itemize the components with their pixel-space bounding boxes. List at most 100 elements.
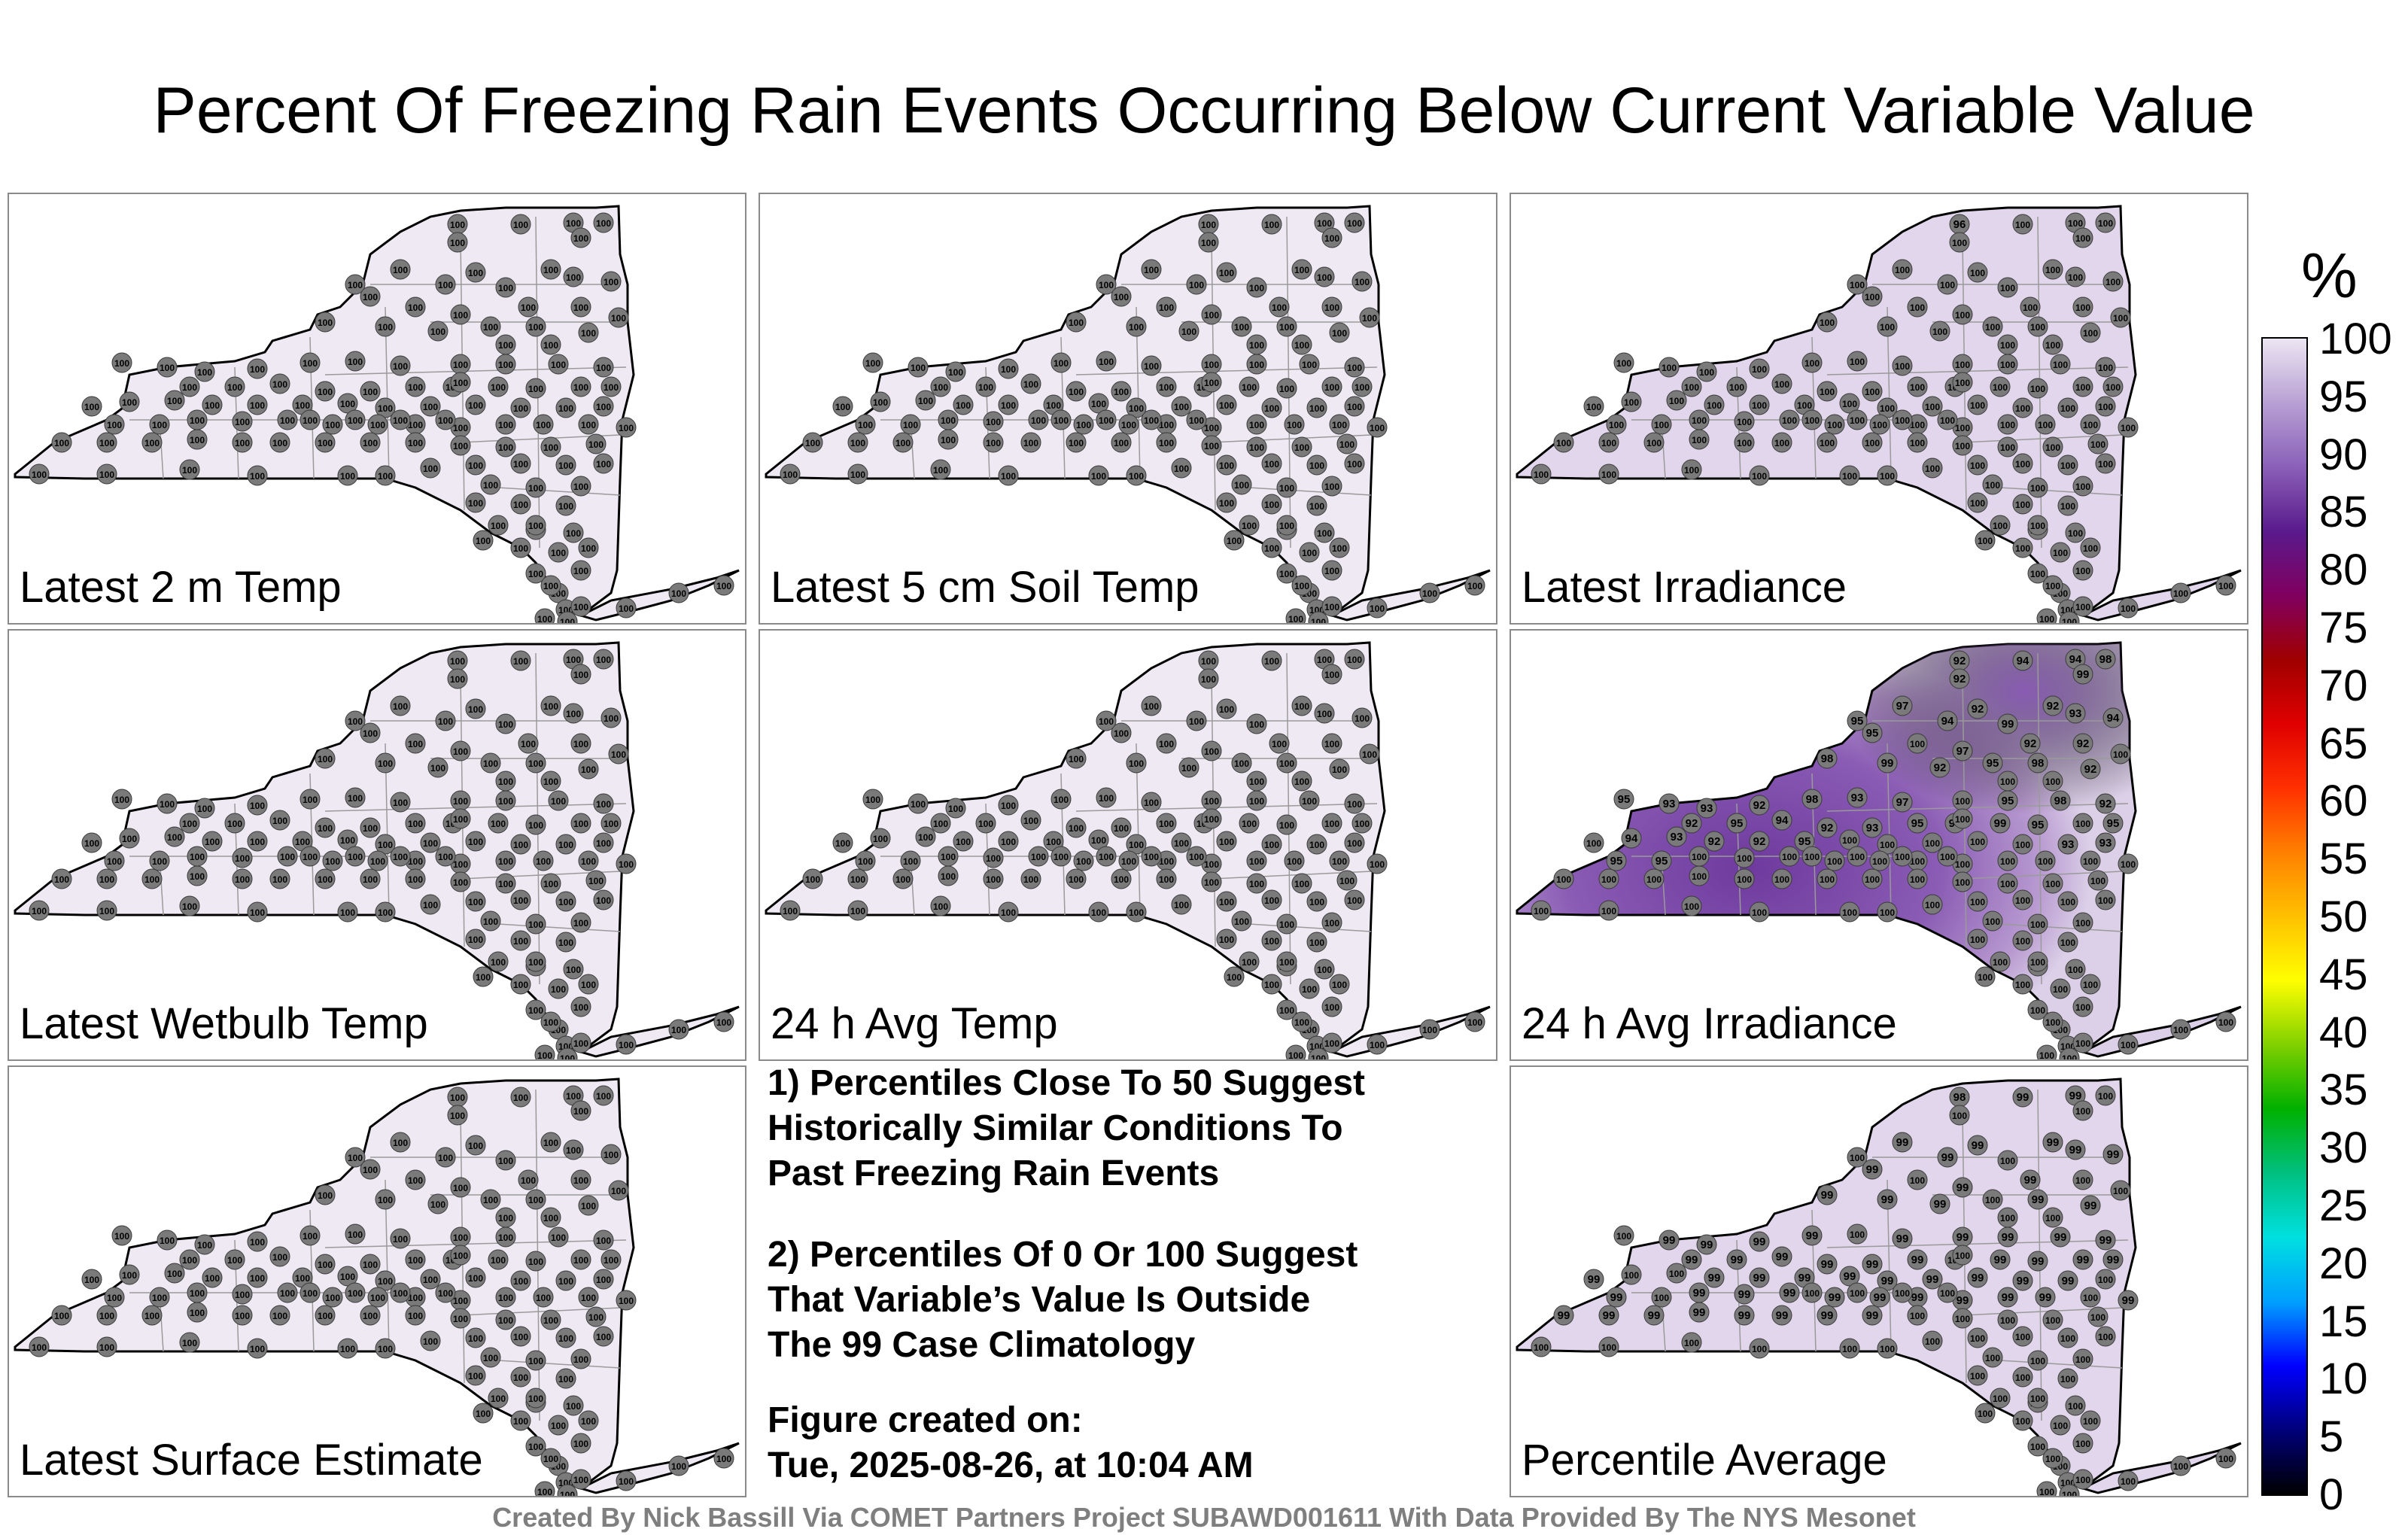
station-value: 100 xyxy=(1001,471,1016,482)
station-dot xyxy=(2065,1139,2086,1160)
station-marker: 99 xyxy=(1952,1177,1973,1198)
station-value: 100 xyxy=(303,358,318,369)
station-dot xyxy=(157,1230,178,1251)
station-marker: 100 xyxy=(1749,1338,1770,1359)
station-marker: 100 xyxy=(473,530,494,551)
station-dot xyxy=(510,650,531,671)
station-dot xyxy=(164,826,185,847)
station-marker: 100 xyxy=(390,259,411,280)
station-marker: 100 xyxy=(585,870,607,891)
station-marker: 100 xyxy=(2057,495,2078,516)
county-line xyxy=(324,1239,627,1248)
station-marker: 100 xyxy=(1261,974,1282,995)
station-marker: 100 xyxy=(1666,390,1687,411)
station-dot xyxy=(510,889,531,910)
station-value: 100 xyxy=(1347,363,1362,373)
station-marker: 100 xyxy=(1696,361,1717,382)
station-marker: 100 xyxy=(247,831,268,852)
station-value: 100 xyxy=(295,1273,310,1284)
station-value: 99 xyxy=(1753,1272,1766,1284)
state-outline xyxy=(14,205,635,617)
station-marker: 100 xyxy=(277,1282,298,1303)
station-value: 100 xyxy=(566,218,581,229)
station-value: 100 xyxy=(1895,852,1910,862)
station-dot xyxy=(983,847,1004,868)
station-dot xyxy=(900,414,921,435)
station-dot xyxy=(953,394,974,415)
station-value: 100 xyxy=(858,856,873,867)
station-value: 99 xyxy=(1972,1139,1984,1152)
station-value: 99 xyxy=(1881,1275,1894,1287)
station-value: 100 xyxy=(303,852,318,862)
station-value: 96 xyxy=(1953,218,1966,231)
station-dot xyxy=(2050,1226,2071,1248)
station-marker: 100 xyxy=(480,910,501,932)
station-value: 100 xyxy=(483,916,498,927)
station-dot xyxy=(360,432,381,453)
station-value: 100 xyxy=(1324,1002,1339,1013)
station-dot xyxy=(1216,698,1237,719)
station-marker: 100 xyxy=(390,792,411,813)
station-dot xyxy=(2065,959,2086,980)
station-dot xyxy=(668,582,689,603)
station-marker: 100 xyxy=(1997,1207,2018,1228)
station-value: 100 xyxy=(1242,382,1257,393)
station-value: 98 xyxy=(1953,1091,1966,1104)
station-marker: 99 xyxy=(1952,1226,1973,1248)
station-dot xyxy=(2095,649,2116,670)
station-value: 100 xyxy=(1249,796,1264,807)
station-marker: 100 xyxy=(247,795,268,816)
station-marker: 99 xyxy=(2095,1230,2116,1251)
station-dot xyxy=(1997,334,2018,355)
station-dot xyxy=(1261,453,1282,474)
station-value: 100 xyxy=(918,396,933,406)
station-dot xyxy=(510,214,531,235)
station-dot xyxy=(2042,1132,2063,1153)
station-value: 100 xyxy=(2098,459,2113,470)
station-value: 100 xyxy=(235,1290,250,1300)
station-value: 100 xyxy=(596,1275,611,1285)
station-dot xyxy=(1982,752,2003,774)
station-value: 100 xyxy=(370,856,385,867)
station-dot xyxy=(1276,378,1297,399)
station-marker: 99 xyxy=(2050,1226,2071,1248)
station-marker: 100 xyxy=(447,232,468,253)
station-marker: 100 xyxy=(1246,354,1267,375)
station-value: 100 xyxy=(1827,856,1842,867)
station-marker: 92 xyxy=(1681,813,1702,834)
station-dot xyxy=(862,352,883,373)
station-value: 100 xyxy=(190,1308,205,1318)
station-dot xyxy=(405,296,426,318)
station-value: 100 xyxy=(1880,403,1895,414)
station-dot xyxy=(1749,394,1770,415)
station-value: 100 xyxy=(513,656,528,667)
station-marker: 100 xyxy=(495,354,516,375)
station-dot xyxy=(578,1410,599,1431)
station-marker: 100 xyxy=(495,1287,516,1308)
station-value: 100 xyxy=(1993,957,2008,968)
station-dot xyxy=(1801,789,1823,810)
station-marker: 100 xyxy=(593,357,614,378)
station-dot xyxy=(315,381,336,402)
station-value: 98 xyxy=(2032,757,2045,770)
station-marker: 100 xyxy=(495,334,516,355)
station-marker: 100 xyxy=(435,409,456,430)
station-dot xyxy=(1643,432,1665,453)
county-line xyxy=(1248,923,1372,932)
station-dot xyxy=(96,464,117,485)
station-marker: 100 xyxy=(405,1305,426,1326)
station-dot xyxy=(1997,1207,2018,1228)
station-value: 100 xyxy=(903,420,918,430)
station-value: 100 xyxy=(1054,852,1069,862)
station-marker: 100 xyxy=(548,542,569,563)
station-value: 100 xyxy=(2173,588,2188,599)
station-value: 100 xyxy=(596,363,611,373)
station-dot xyxy=(1126,316,1147,337)
station-dot xyxy=(862,789,883,810)
station-marker: 100 xyxy=(427,1193,448,1214)
station-marker: 100 xyxy=(570,560,591,581)
station-dot xyxy=(2042,1448,2063,1469)
station-dot xyxy=(405,1169,426,1190)
station-marker: 100 xyxy=(1651,414,1672,435)
station-dot xyxy=(405,868,426,889)
